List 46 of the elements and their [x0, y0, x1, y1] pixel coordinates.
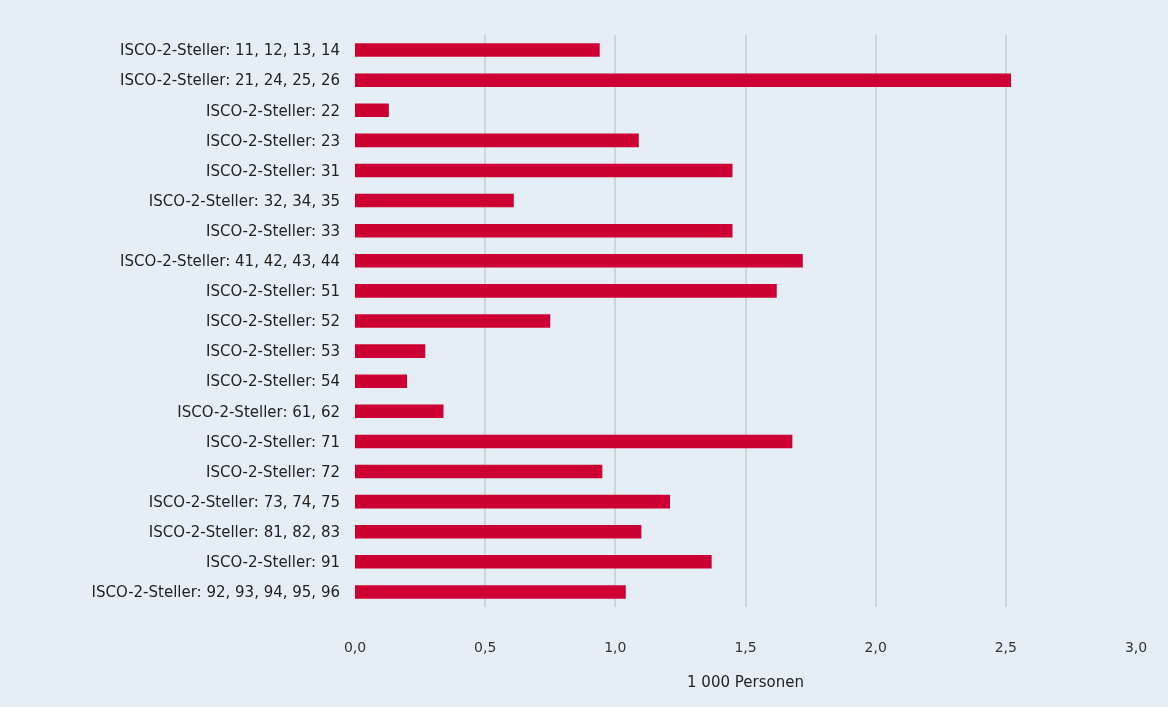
y-tick-label: ISCO-2-Steller: 41, 42, 43, 44: [120, 252, 340, 271]
bar: [355, 464, 603, 479]
bar: [355, 103, 389, 118]
y-tick-label: ISCO-2-Steller: 91: [205, 553, 340, 572]
bar: [355, 314, 551, 328]
y-tick-label: ISCO-2-Steller: 23: [205, 131, 340, 150]
x-tick-label: 0,0: [343, 639, 367, 655]
y-tick-label: ISCO-2-Steller: 53: [205, 342, 340, 361]
y-tick-label: ISCO-2-Steller: 11, 12, 13, 14: [120, 41, 340, 60]
bar: [355, 555, 712, 569]
bar: [355, 344, 426, 358]
y-tick-label: ISCO-2-Steller: 51: [205, 282, 340, 301]
y-tick-label: ISCO-2-Steller: 52: [205, 312, 340, 331]
x-tick-label: 2,5: [994, 639, 1017, 655]
y-tick-label: ISCO-2-Steller: 21, 24, 25, 26: [120, 71, 340, 90]
bar: [355, 43, 600, 57]
bar: [355, 223, 733, 238]
y-tick-label: ISCO-2-Steller: 31: [205, 161, 340, 180]
bar: [355, 133, 639, 148]
y-tick-label: ISCO-2-Steller: 81, 82, 83: [148, 522, 340, 541]
y-tick-label: ISCO-2-Steller: 92, 93, 94, 95, 96: [91, 583, 340, 602]
y-tick-label: ISCO-2-Steller: 61, 62: [177, 402, 340, 421]
y-tick-label: ISCO-2-Steller: 22: [205, 101, 340, 120]
bar: [355, 374, 408, 388]
y-tick-label: ISCO-2-Steller: 54: [205, 372, 340, 391]
bar: [355, 163, 733, 178]
bar: [355, 284, 777, 298]
y-tick-label: ISCO-2-Steller: 73, 74, 75: [148, 492, 340, 511]
bar: [355, 193, 514, 208]
bar: [355, 404, 444, 419]
y-tick-label: ISCO-2-Steller: 71: [205, 432, 340, 451]
x-tick-label: 0,5: [474, 639, 497, 655]
bar: [355, 524, 642, 539]
x-axis-title: 1 000 Personen: [687, 673, 804, 691]
x-tick-label: 1,5: [734, 639, 757, 655]
bar: [355, 73, 1012, 87]
y-tick-label: ISCO-2-Steller: 33: [205, 221, 340, 240]
x-tick-label: 3,0: [1124, 639, 1148, 655]
y-tick-label: ISCO-2-Steller: 32, 34, 35: [148, 191, 340, 210]
y-tick-label: ISCO-2-Steller: 72: [205, 462, 340, 481]
x-tick-label: 2,0: [864, 639, 887, 655]
bar: [355, 434, 793, 449]
bar: [355, 254, 803, 268]
bar: [355, 494, 670, 509]
x-tick-label: 1,0: [604, 639, 627, 655]
bar: [355, 585, 626, 599]
